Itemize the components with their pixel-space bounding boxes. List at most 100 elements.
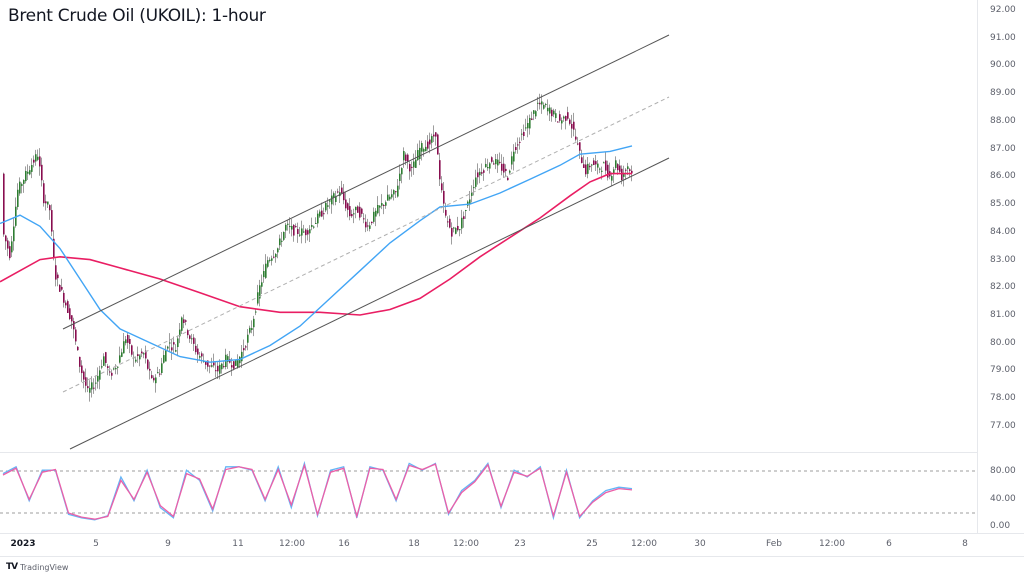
candle-body — [417, 150, 419, 161]
candle-body — [575, 136, 577, 140]
candle-body — [523, 131, 525, 137]
candle-body — [589, 165, 591, 168]
candle-body — [573, 121, 575, 130]
candle-body — [557, 121, 559, 123]
tradingview-branding[interactable]: TV TradingView — [6, 562, 68, 572]
candle-body — [553, 110, 555, 115]
candle-body — [481, 172, 483, 174]
price-axis-label: 82.00 — [990, 282, 1016, 293]
candle-body — [605, 160, 607, 171]
candle-body — [487, 167, 489, 169]
candle-body — [453, 227, 455, 229]
candle-body — [579, 142, 581, 151]
candle-body — [607, 164, 609, 178]
candle-body — [475, 177, 477, 187]
candle-body — [171, 347, 173, 351]
candle-body — [353, 213, 355, 215]
price-axis[interactable]: 92.00 91.00 90.00 89.00 88.00 87.00 86.00 85.00… — [977, 0, 1024, 534]
candle-body — [67, 301, 69, 314]
candle-body — [219, 364, 221, 374]
candle-body — [545, 103, 547, 105]
candle-body — [169, 342, 171, 344]
price-axis-label: 84.00 — [990, 226, 1016, 237]
candle-body — [563, 116, 565, 119]
candle-body — [427, 141, 429, 149]
candle-body — [19, 181, 21, 194]
candle-body — [213, 362, 215, 366]
candle-body — [183, 319, 185, 323]
time-axis-label: 16 — [338, 539, 350, 549]
price-chart-canvas[interactable] — [0, 0, 977, 533]
candle-body — [281, 240, 283, 242]
candle-body — [361, 208, 363, 214]
price-axis-label: 89.00 — [990, 88, 1016, 99]
candle-body — [403, 151, 405, 161]
channel-lower-line — [69, 157, 670, 450]
candle-body — [629, 169, 631, 171]
candle-body — [407, 154, 409, 162]
candle-body — [119, 355, 121, 363]
candle-body — [123, 341, 125, 354]
candle-body — [141, 351, 143, 354]
time-axis[interactable]: 2023 5 9 11 12:00 16 18 12:00 23 25 12:00 30 Feb 12:0… — [0, 533, 1024, 557]
candle-body — [121, 352, 123, 357]
candle-body — [331, 195, 333, 205]
candle-body — [39, 156, 41, 167]
candle-body — [209, 365, 211, 367]
candle-body — [377, 205, 379, 214]
candle-body — [369, 225, 371, 229]
candle-body — [143, 353, 145, 355]
candle-body — [617, 164, 619, 171]
candle-body — [443, 190, 445, 204]
time-axis-label: 12:00 — [631, 539, 657, 549]
candle-body — [159, 373, 161, 375]
candle-body — [511, 156, 513, 165]
stoch-k-line — [2, 460, 633, 521]
candle-body — [105, 352, 107, 363]
candle-body — [295, 226, 297, 228]
candle-body — [485, 163, 487, 168]
candle-body — [255, 311, 257, 313]
candle-body — [61, 286, 63, 290]
price-axis-label: 81.00 — [990, 310, 1016, 321]
candle-body — [163, 355, 165, 363]
candle-body — [447, 221, 449, 223]
candle-body — [7, 240, 9, 249]
candle-body — [305, 229, 307, 236]
candle-body — [265, 263, 267, 278]
candle-body — [293, 224, 295, 236]
candle-body — [321, 210, 323, 217]
candle-body — [551, 109, 553, 117]
candle-body — [539, 102, 541, 105]
candle-body — [439, 160, 441, 180]
candle-body — [129, 339, 131, 344]
candle-body — [615, 160, 617, 168]
price-axis-label: 92.00 — [990, 5, 1016, 15]
candle-body — [349, 206, 351, 217]
candle-body — [455, 228, 457, 234]
candle-body — [197, 348, 199, 355]
candle-body — [113, 368, 115, 370]
candle-body — [37, 156, 39, 160]
candle-body — [237, 360, 239, 368]
candle-body — [423, 149, 425, 152]
candle-body — [233, 361, 235, 369]
candle-body — [227, 356, 229, 362]
candle-body — [193, 337, 195, 344]
candle-body — [51, 210, 53, 232]
candle-body — [393, 190, 395, 195]
pane-separator[interactable] — [0, 452, 977, 453]
tradingview-name: TradingView — [20, 562, 69, 572]
candle-body — [363, 218, 365, 220]
candle-body — [315, 222, 317, 224]
candle-body — [85, 377, 87, 386]
candle-body — [325, 202, 327, 211]
candle-body — [79, 356, 81, 367]
time-axis-label: 12:00 — [453, 539, 479, 549]
candle-body — [77, 346, 79, 351]
candle-body — [411, 166, 413, 168]
candle-body — [245, 346, 247, 348]
candle-body — [627, 166, 629, 170]
candle-body — [509, 170, 511, 173]
candle-body — [221, 363, 223, 370]
